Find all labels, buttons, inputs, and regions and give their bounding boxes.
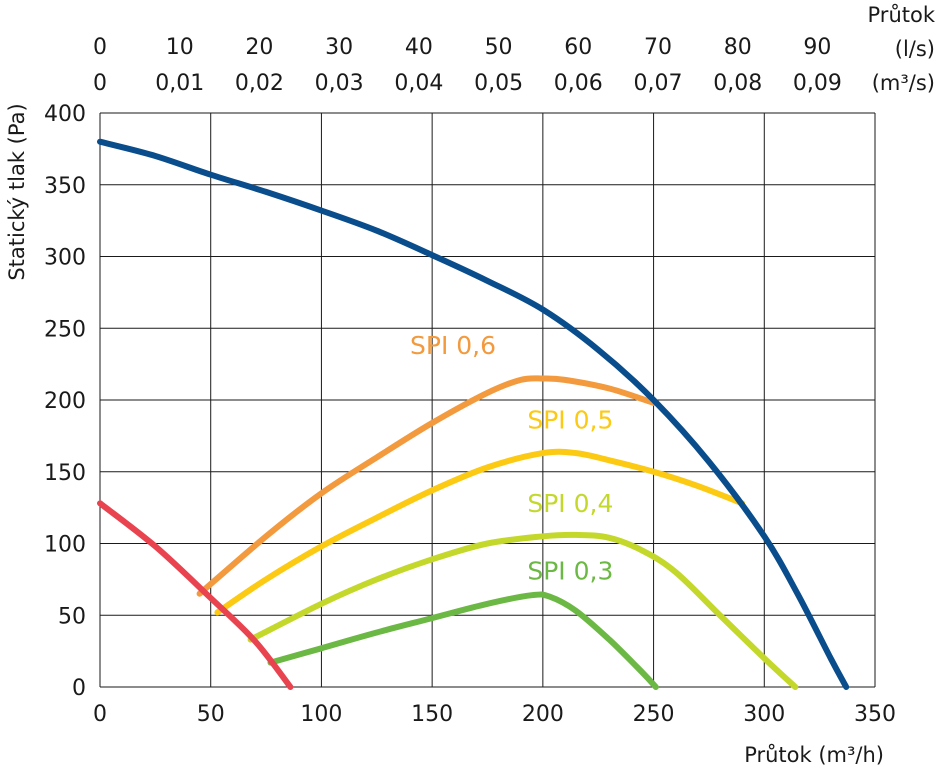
x-tick-label: 350 xyxy=(854,702,896,727)
top-axis-tick-label: 0 xyxy=(93,71,107,96)
x-tick-label: 100 xyxy=(300,702,342,727)
top-axis-tick-label: 80 xyxy=(724,35,752,60)
series-line-spi-0-5 xyxy=(214,448,746,616)
y-tick-label: 200 xyxy=(44,389,86,414)
series-line-spi-0-4 xyxy=(247,531,799,690)
y-tick-label: 300 xyxy=(44,246,86,271)
x-tick-label: 200 xyxy=(522,702,564,727)
top-axis-tick-label: 0,09 xyxy=(793,71,842,96)
y-tick-label: 350 xyxy=(44,174,86,199)
top-axis-tick-label: 30 xyxy=(325,35,353,60)
series-labels: SPI 0,6 SPI 0,5 SPI 0,4 SPI 0,3 xyxy=(410,331,613,585)
y-tick-label: 0 xyxy=(72,676,86,701)
y-tick-label: 50 xyxy=(58,604,86,629)
x-tick-label: 250 xyxy=(633,702,675,727)
top-axis-ls-unit: (l/s) xyxy=(895,37,935,61)
system-curve-line xyxy=(97,500,294,690)
top-axis-tick-label: 0 xyxy=(93,35,107,60)
series-line-spi-0-6 xyxy=(196,375,657,597)
top-axis-tick-label: 0,04 xyxy=(394,71,443,96)
y-tick-label: 250 xyxy=(44,317,86,342)
top-axis-tick-label: 0,05 xyxy=(474,71,523,96)
top-axis-tick-label: 90 xyxy=(803,35,831,60)
series-label: SPI 0,4 xyxy=(527,489,613,518)
y-tick-label: 100 xyxy=(44,533,86,558)
top-axis-tick-label: 70 xyxy=(644,35,672,60)
x-axis-label: Průtok (m³/h) xyxy=(744,743,884,767)
x-tick-label: 150 xyxy=(411,702,453,727)
top-axis-tick-label: 50 xyxy=(485,35,513,60)
x-tick-label: 0 xyxy=(93,702,107,727)
series-lines xyxy=(97,138,850,690)
y-tick-label: 400 xyxy=(44,102,86,127)
series-label: SPI 0,5 xyxy=(527,406,613,435)
y-axis-label: Statický tlak (Pa) xyxy=(5,103,29,280)
top-axis-tick-label: 40 xyxy=(405,35,433,60)
top-axis-m3s-unit: (m³/s) xyxy=(872,71,935,95)
top-axis-title: Průtok xyxy=(868,3,936,27)
top-axis-m3s-ticks: 0 0,01 0,02 0,03 0,04 0,05 0,06 0,07 0,08 0,09 xyxy=(93,71,842,96)
y-tick-label: 150 xyxy=(44,461,86,486)
top-axis-tick-label: 0,03 xyxy=(315,71,364,96)
top-axis-tick-label: 0,08 xyxy=(713,71,762,96)
top-axis-tick-label: 0,01 xyxy=(155,71,204,96)
top-axis-tick-label: 10 xyxy=(166,35,194,60)
y-axis-ticks: 0 50 100 150 200 250 300 350 400 xyxy=(44,102,86,701)
x-axis-ticks: 0 50 100 150 200 250 300 350 xyxy=(93,702,896,727)
top-axis-tick-label: 60 xyxy=(564,35,592,60)
series-line-spi-0-3 xyxy=(267,591,659,690)
fan-curve-line xyxy=(97,138,850,690)
x-tick-label: 300 xyxy=(743,702,785,727)
series-label: SPI 0,6 xyxy=(410,331,496,360)
top-axis-tick-label: 0,07 xyxy=(634,71,683,96)
top-axis-tick-label: 0,02 xyxy=(235,71,284,96)
top-axis-tick-label: 20 xyxy=(245,35,273,60)
x-tick-label: 50 xyxy=(197,702,225,727)
top-axis-ls-ticks: 0 10 20 30 40 50 60 70 80 90 xyxy=(93,35,831,60)
top-axis-tick-label: 0,06 xyxy=(554,71,603,96)
series-label: SPI 0,3 xyxy=(527,556,613,585)
